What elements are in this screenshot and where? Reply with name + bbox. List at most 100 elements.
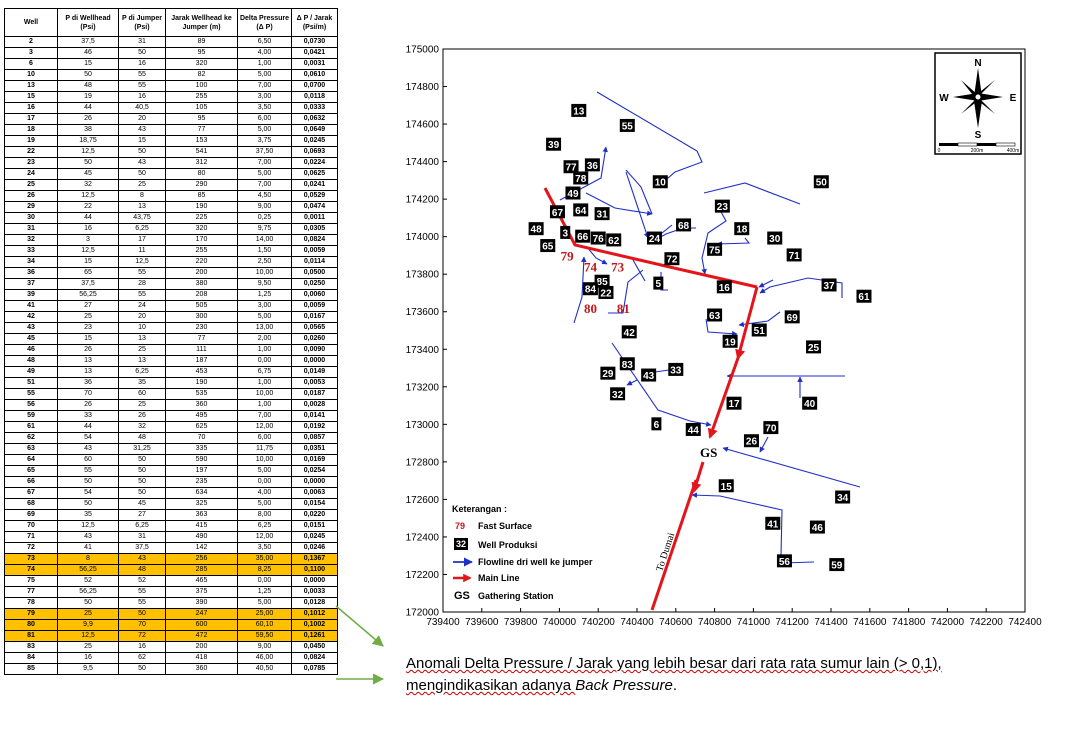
well-marker-box [776, 554, 792, 568]
table-row: 46 26 25 111 1,00 0,0090 [4, 344, 338, 356]
table-row: 22 12,5 50 541 37,50 0,0693 [4, 146, 338, 158]
well-marker-label: 44 [688, 425, 700, 436]
table-row: 74 56,25 48 285 8,25 0,1100 [4, 564, 338, 576]
flowline [586, 246, 608, 265]
well-marker-label: 76 [593, 234, 605, 245]
well-marker-box [707, 242, 723, 256]
well-marker: 64 [573, 203, 589, 217]
well-marker: 55 [619, 118, 635, 132]
well-marker-box [784, 310, 800, 324]
x-tick-label: 739600 [465, 617, 499, 628]
well-marker: 43 [641, 368, 657, 382]
well-marker-box [571, 103, 587, 117]
flowline [625, 169, 653, 215]
well-marker-box [573, 171, 589, 185]
well-marker: 17 [726, 396, 742, 410]
header-jarak: Jarak Wellhead ke Jumper (m) [165, 8, 238, 37]
well-marker-box [600, 366, 616, 380]
well-marker: 42 [621, 325, 637, 339]
scale-zero: 0 [938, 148, 941, 154]
table-row: 51 36 35 190 1,00 0,0053 [4, 377, 338, 389]
well-marker-box [707, 308, 723, 322]
well-marker-box [546, 137, 562, 151]
y-tick-label: 175000 [406, 45, 440, 56]
legend-title: Keterangan : [452, 504, 507, 514]
caption-text-2-post: . [672, 677, 677, 694]
well-marker-label: 84 [585, 285, 597, 296]
well-marker-box [813, 175, 829, 189]
legend-mainline-text: Main Line [478, 573, 520, 583]
compass-rose-icon [953, 68, 1003, 128]
well-marker-label: 65 [542, 242, 554, 253]
well-marker-box [584, 158, 600, 172]
y-tick-label: 172000 [406, 608, 440, 619]
y-tick-label: 172200 [406, 570, 440, 581]
legend-gs-text: Gathering Station [478, 591, 554, 601]
well-marker-label: 5 [656, 279, 662, 290]
well-marker-box [765, 516, 781, 530]
well-marker-label: 61 [858, 292, 870, 303]
well-marker-label: 6 [654, 420, 660, 431]
well-marker-label: 48 [531, 225, 543, 236]
well-marker-label: 78 [575, 174, 587, 185]
table-row: 49 13 6,25 453 6,75 0,0149 [4, 366, 338, 378]
main-line-segment [673, 266, 758, 289]
well-marker-label: 72 [666, 255, 678, 266]
header-p-jumper: P di Jumper (Psi) [118, 8, 166, 37]
well-marker-label: 59 [831, 561, 843, 572]
well-marker-label: 46 [812, 523, 824, 534]
table-row: 68 50 45 325 5,00 0,0154 [4, 498, 338, 510]
well-marker-box [751, 323, 767, 337]
well-marker-box [582, 282, 598, 296]
well-marker-box [802, 396, 818, 410]
well-marker: 63 [707, 308, 723, 322]
x-tick-label: 742400 [1008, 617, 1042, 628]
y-tick-label: 172400 [406, 532, 440, 543]
well-marker-label: 71 [789, 251, 801, 262]
table-row: 78 50 55 390 5,00 0,0128 [4, 597, 338, 609]
well-marker: 70 [763, 421, 779, 435]
scale-bar [939, 142, 1016, 147]
table-row: 16 44 40,5 105 3,50 0,0333 [4, 102, 338, 114]
cell-ratio: 0,0625 [291, 168, 338, 180]
well-marker-label: 15 [721, 482, 733, 493]
well-marker: 40 [802, 396, 818, 410]
well-marker-box [763, 421, 779, 435]
cell-jarak: 360 [165, 663, 238, 675]
flowline [722, 446, 861, 488]
well-marker-box [835, 490, 851, 504]
cell-ratio: 0,0785 [291, 663, 338, 675]
table-body: 2 37,5 31 89 6,50 0,0730 3 46 50 95 4,00 0,0421 6 15 1… [4, 36, 338, 675]
fast-surface-label: 79 [561, 248, 575, 263]
well-marker: 77 [563, 160, 579, 174]
well-marker: 19 [722, 334, 738, 348]
flowline [758, 279, 774, 288]
well-marker-box [726, 396, 742, 410]
caption-text-1: Anomali Delta Pressure / Jarak yang lebi… [406, 655, 942, 672]
y-tick-label: 174200 [406, 195, 440, 206]
well-marker-label: 56 [779, 557, 791, 568]
table-row: 43 23 10 230 13,00 0,0565 [4, 322, 338, 334]
table-row: 37 37,5 28 380 9,50 0,0250 [4, 278, 338, 290]
table-row: 2 37,5 31 89 6,50 0,0730 [4, 36, 338, 48]
well-marker: 32 [610, 387, 626, 401]
cell-delta-pressure: 40,50 [237, 663, 292, 675]
well-marker: 24 [646, 231, 662, 245]
table-row: 66 50 50 235 0,00 0,0000 [4, 476, 338, 488]
compass-south: S [975, 130, 982, 141]
cell-ratio: 0,0565 [291, 322, 338, 334]
well-marker-box [651, 417, 662, 431]
well-marker-label: 18 [736, 225, 748, 236]
table-row: 72 41 37,5 142 3,50 0,0246 [4, 542, 338, 554]
well-marker-label: 23 [717, 202, 729, 213]
table-row: 29 22 13 190 9,00 0,0474 [4, 201, 338, 213]
well-marker: 37 [821, 278, 837, 292]
well-marker-box [575, 229, 591, 243]
table-row: 67 54 50 634 4,00 0,0063 [4, 487, 338, 499]
well-marker-label: 26 [746, 437, 758, 448]
well-marker-box [573, 203, 589, 217]
well-marker-box [594, 207, 610, 221]
x-tick-label: 740000 [543, 617, 577, 628]
table-row: 84 16 62 418 46,00 0,0824 [4, 652, 338, 664]
